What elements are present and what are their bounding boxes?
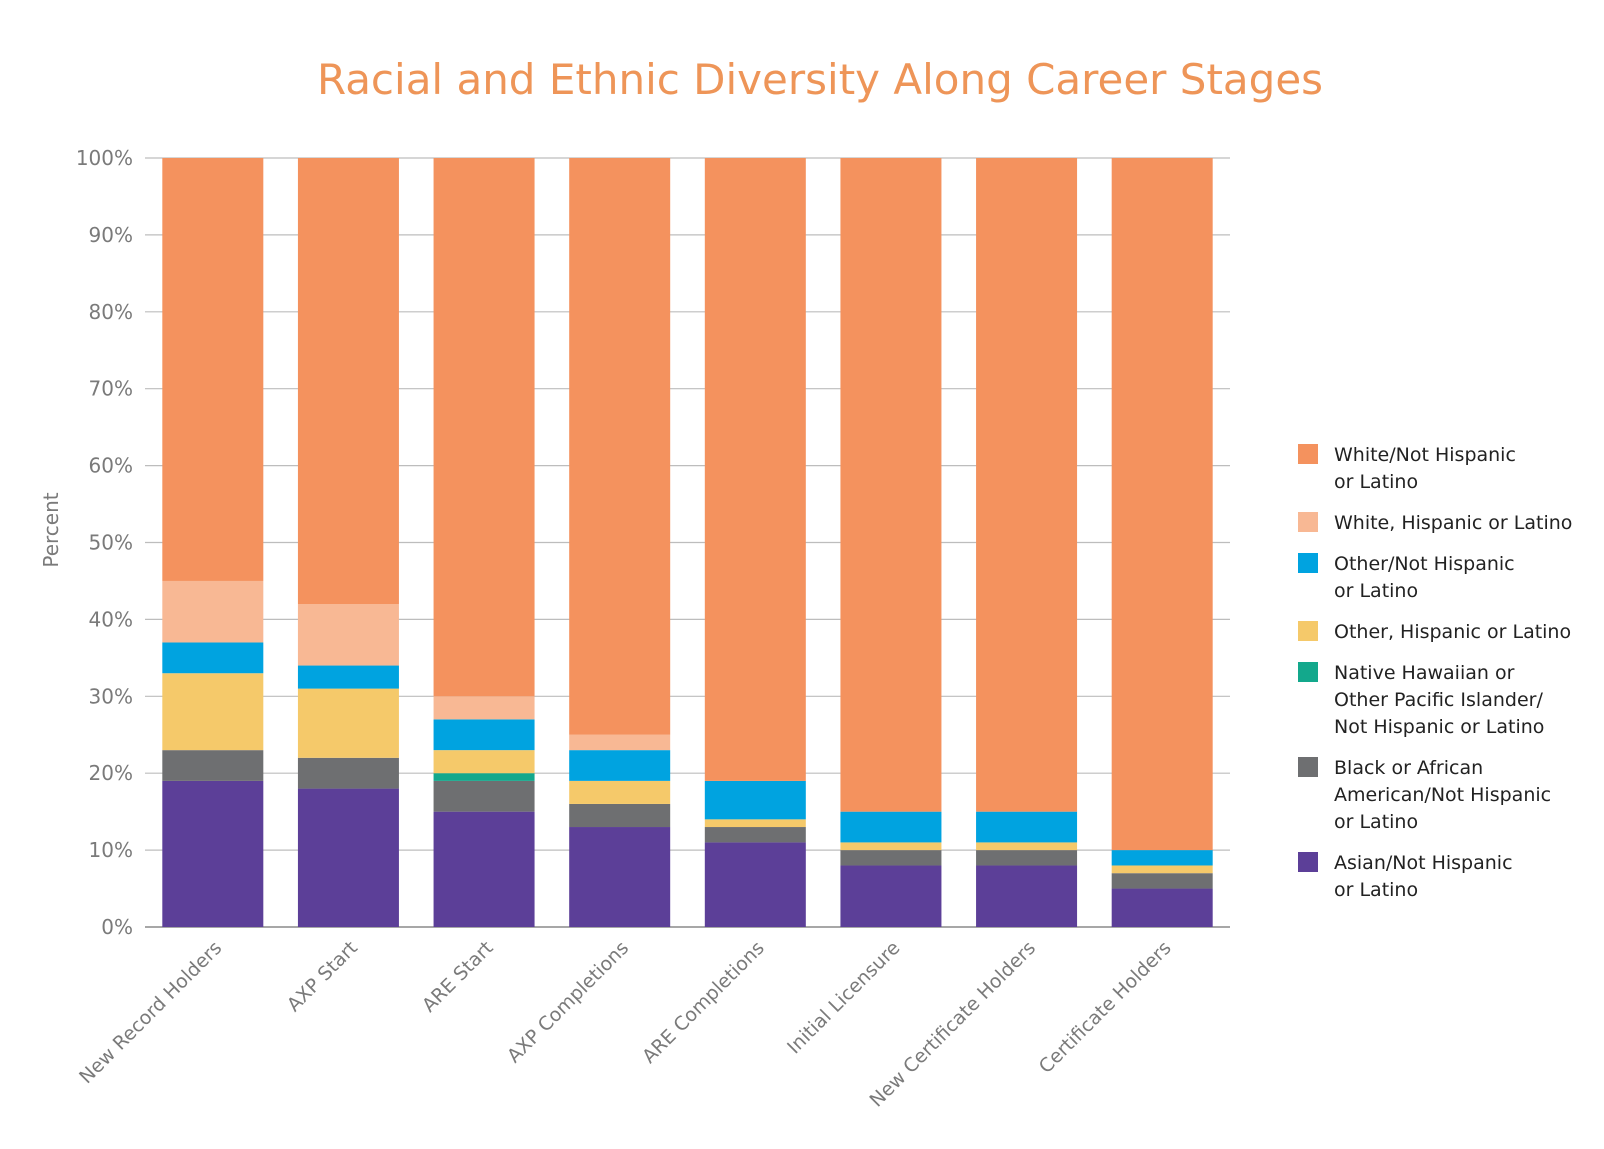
legend-label: American/Not Hispanic bbox=[1334, 784, 1551, 806]
x-tick-label: Initial Licensure bbox=[783, 937, 904, 1058]
bar-segment bbox=[162, 780, 264, 927]
bar-segment bbox=[1111, 888, 1213, 927]
legend-label: White/Not Hispanic bbox=[1334, 444, 1516, 466]
legend-label: or Latino bbox=[1334, 580, 1418, 602]
legend-swatch bbox=[1298, 852, 1318, 872]
bar-segment bbox=[569, 827, 671, 927]
bar-segment bbox=[704, 158, 806, 781]
bar-segment bbox=[297, 757, 399, 789]
bar-segment bbox=[162, 642, 264, 674]
bar-segment bbox=[1111, 158, 1213, 851]
x-tick-label: Certificate Holders bbox=[1035, 937, 1176, 1078]
bars bbox=[162, 158, 1213, 927]
y-tick-label: 90% bbox=[89, 223, 133, 247]
y-tick-label: 80% bbox=[89, 300, 133, 324]
bar-segment bbox=[433, 750, 535, 774]
legend-swatch bbox=[1298, 662, 1318, 682]
chart-title: Racial and Ethnic Diversity Along Career… bbox=[317, 55, 1323, 104]
legend-label: or Latino bbox=[1334, 471, 1418, 493]
y-tick-label: 40% bbox=[89, 607, 133, 631]
legend-label: Not Hispanic or Latino bbox=[1334, 716, 1544, 738]
y-tick-label: 60% bbox=[89, 454, 133, 478]
y-tick-labels: 0% 10% 20% 30% 40% 50% 60% 70% 80% 90% 100% bbox=[76, 146, 133, 939]
bar-segment bbox=[433, 811, 535, 927]
y-tick-label: 20% bbox=[89, 761, 133, 785]
bar-segment bbox=[976, 865, 1078, 927]
y-tick-label: 50% bbox=[89, 531, 133, 555]
legend-label: Asian/Not Hispanic bbox=[1334, 852, 1513, 874]
bar-segment bbox=[1111, 865, 1213, 874]
y-tick-label: 100% bbox=[76, 146, 133, 170]
x-tick-label: AXP Completions bbox=[503, 937, 633, 1067]
bar-segment bbox=[840, 158, 942, 812]
bar-segment bbox=[433, 780, 535, 812]
x-tick-label: AXP Start bbox=[283, 937, 362, 1016]
bar-segment bbox=[569, 803, 671, 828]
bar-segment bbox=[569, 734, 671, 751]
bar-segment bbox=[162, 673, 264, 751]
bar-segment bbox=[297, 665, 399, 689]
x-tick-label: ARE Completions bbox=[638, 937, 769, 1068]
bar-segment bbox=[704, 819, 806, 828]
bar-segment bbox=[840, 811, 942, 843]
bar-segment bbox=[1111, 873, 1213, 889]
bar-segment bbox=[704, 842, 806, 927]
legend-label: Other Pacific Islander/ bbox=[1334, 689, 1543, 711]
bar-segment bbox=[976, 842, 1078, 851]
y-tick-label: 10% bbox=[89, 838, 133, 862]
bar-segment bbox=[433, 696, 535, 720]
bar-segment bbox=[704, 780, 806, 820]
bar-segment bbox=[297, 158, 399, 605]
bar-segment bbox=[297, 688, 399, 758]
y-tick-label: 0% bbox=[101, 915, 133, 939]
bar-segment bbox=[840, 850, 942, 866]
legend: White/Not Hispanic or Latino White, Hispan… bbox=[1298, 444, 1572, 901]
bar-segment bbox=[297, 788, 399, 927]
bar-segment bbox=[433, 773, 535, 781]
x-tick-label: ARE Start bbox=[418, 937, 498, 1017]
legend-swatch bbox=[1298, 444, 1318, 464]
legend-label: Other, Hispanic or Latino bbox=[1334, 621, 1571, 643]
bar-segment bbox=[840, 842, 942, 851]
bar-segment bbox=[976, 811, 1078, 843]
bar-segment bbox=[1111, 850, 1213, 866]
legend-swatch bbox=[1298, 621, 1318, 641]
y-tick-label: 70% bbox=[89, 377, 133, 401]
legend-label: White, Hispanic or Latino bbox=[1334, 512, 1572, 534]
x-tick-labels: New Record Holders AXP Start ARE Start AXP … bbox=[75, 937, 1176, 1112]
legend-swatch bbox=[1298, 553, 1318, 573]
y-axis-title: Percent bbox=[39, 492, 63, 567]
bar-segment bbox=[162, 580, 264, 643]
legend-label: or Latino bbox=[1334, 811, 1418, 833]
bar-segment bbox=[433, 158, 535, 697]
bar-segment bbox=[976, 850, 1078, 866]
legend-label: Other/Not Hispanic bbox=[1334, 553, 1515, 575]
x-tick-label: New Record Holders bbox=[75, 937, 226, 1088]
bar-segment bbox=[840, 865, 942, 927]
legend-label: or Latino bbox=[1334, 879, 1418, 901]
legend-swatch bbox=[1298, 512, 1318, 532]
bar-segment bbox=[297, 604, 399, 666]
bar-segment bbox=[162, 750, 264, 781]
bar-segment bbox=[433, 719, 535, 751]
bar-segment bbox=[162, 158, 264, 581]
legend-label: Black or African bbox=[1334, 757, 1483, 779]
legend-swatch bbox=[1298, 757, 1318, 777]
bar-segment bbox=[976, 158, 1078, 812]
y-tick-label: 30% bbox=[89, 684, 133, 708]
bar-segment bbox=[704, 827, 806, 843]
bar-segment bbox=[569, 158, 671, 735]
bar-segment bbox=[569, 780, 671, 804]
legend-label: Native Hawaiian or bbox=[1334, 662, 1515, 684]
bar-segment bbox=[569, 750, 671, 781]
